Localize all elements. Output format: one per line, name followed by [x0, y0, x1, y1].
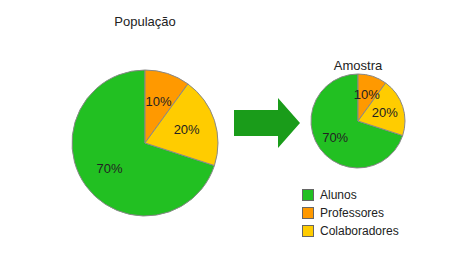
svg-text:20%: 20% — [174, 122, 200, 137]
svg-text:70%: 70% — [97, 161, 123, 176]
svg-text:10%: 10% — [354, 87, 380, 102]
svg-text:70%: 70% — [322, 130, 348, 145]
html-text:Amostra: Amostra — [333, 58, 383, 73]
svg-text:20%: 20% — [372, 105, 398, 120]
html-text:Alunos: Alunos — [320, 188, 357, 202]
html-text:Professores: Professores — [320, 206, 384, 220]
svg-text:10%: 10% — [146, 94, 172, 109]
html-text:População: População — [114, 14, 176, 29]
html-text:Colaboradores: Colaboradores — [320, 224, 399, 238]
